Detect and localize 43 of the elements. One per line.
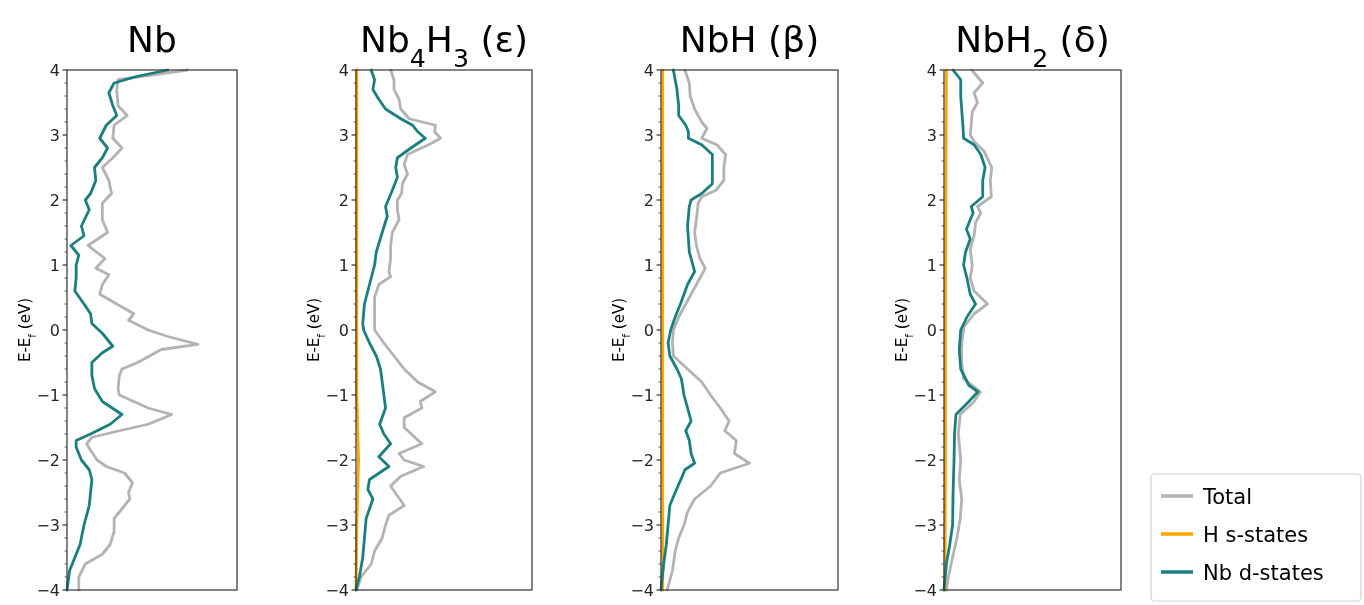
y-tick-label: 4	[338, 60, 349, 80]
chart-title: Nb	[127, 19, 177, 60]
y-tick-label: −4	[325, 580, 349, 600]
y-tick-label: −1	[325, 385, 349, 405]
legend-label: H s-states	[1203, 523, 1309, 547]
chart-title: NbH$_{2}$ (δ)	[955, 19, 1110, 73]
y-tick-label: −2	[630, 450, 654, 470]
y-tick-label: 4	[643, 60, 654, 80]
y-tick-label: −3	[36, 515, 60, 535]
y-tick-label: 4	[49, 60, 60, 80]
y-tick-label: −2	[913, 450, 937, 470]
y-tick-label: −2	[325, 450, 349, 470]
y-tick-label: −4	[630, 580, 654, 600]
y-tick-label: −3	[913, 515, 937, 535]
y-tick-label: 2	[49, 190, 60, 210]
y-tick-label: 0	[338, 320, 349, 340]
y-tick-label: −1	[630, 385, 654, 405]
y-tick-label: 2	[926, 190, 937, 210]
y-tick-label: −1	[913, 385, 937, 405]
y-tick-label: 3	[643, 125, 654, 145]
chart-title: NbH (β)	[679, 19, 820, 60]
y-tick-label: −3	[630, 515, 654, 535]
legend-label: Nb d-states	[1203, 561, 1324, 585]
y-tick-label: 1	[338, 255, 349, 275]
y-tick-label: 3	[49, 125, 60, 145]
y-tick-label: 2	[338, 190, 349, 210]
y-tick-label: 2	[643, 190, 654, 210]
y-tick-label: −1	[36, 385, 60, 405]
y-tick-label: 0	[926, 320, 937, 340]
legend-label: Total	[1202, 485, 1253, 509]
y-tick-label: −4	[913, 580, 937, 600]
y-tick-label: 1	[643, 255, 654, 275]
y-tick-label: −4	[36, 580, 60, 600]
y-tick-label: −3	[325, 515, 349, 535]
y-tick-label: −2	[36, 450, 60, 470]
y-tick-label: 1	[49, 255, 60, 275]
y-tick-label: 3	[338, 125, 349, 145]
y-tick-label: 0	[49, 320, 60, 340]
y-tick-label: 1	[926, 255, 937, 275]
y-tick-label: 4	[926, 60, 937, 80]
y-tick-label: 3	[926, 125, 937, 145]
chart-title: Nb$_{4}$H$_{3}$ (ε)	[360, 19, 528, 73]
y-tick-label: 0	[643, 320, 654, 340]
